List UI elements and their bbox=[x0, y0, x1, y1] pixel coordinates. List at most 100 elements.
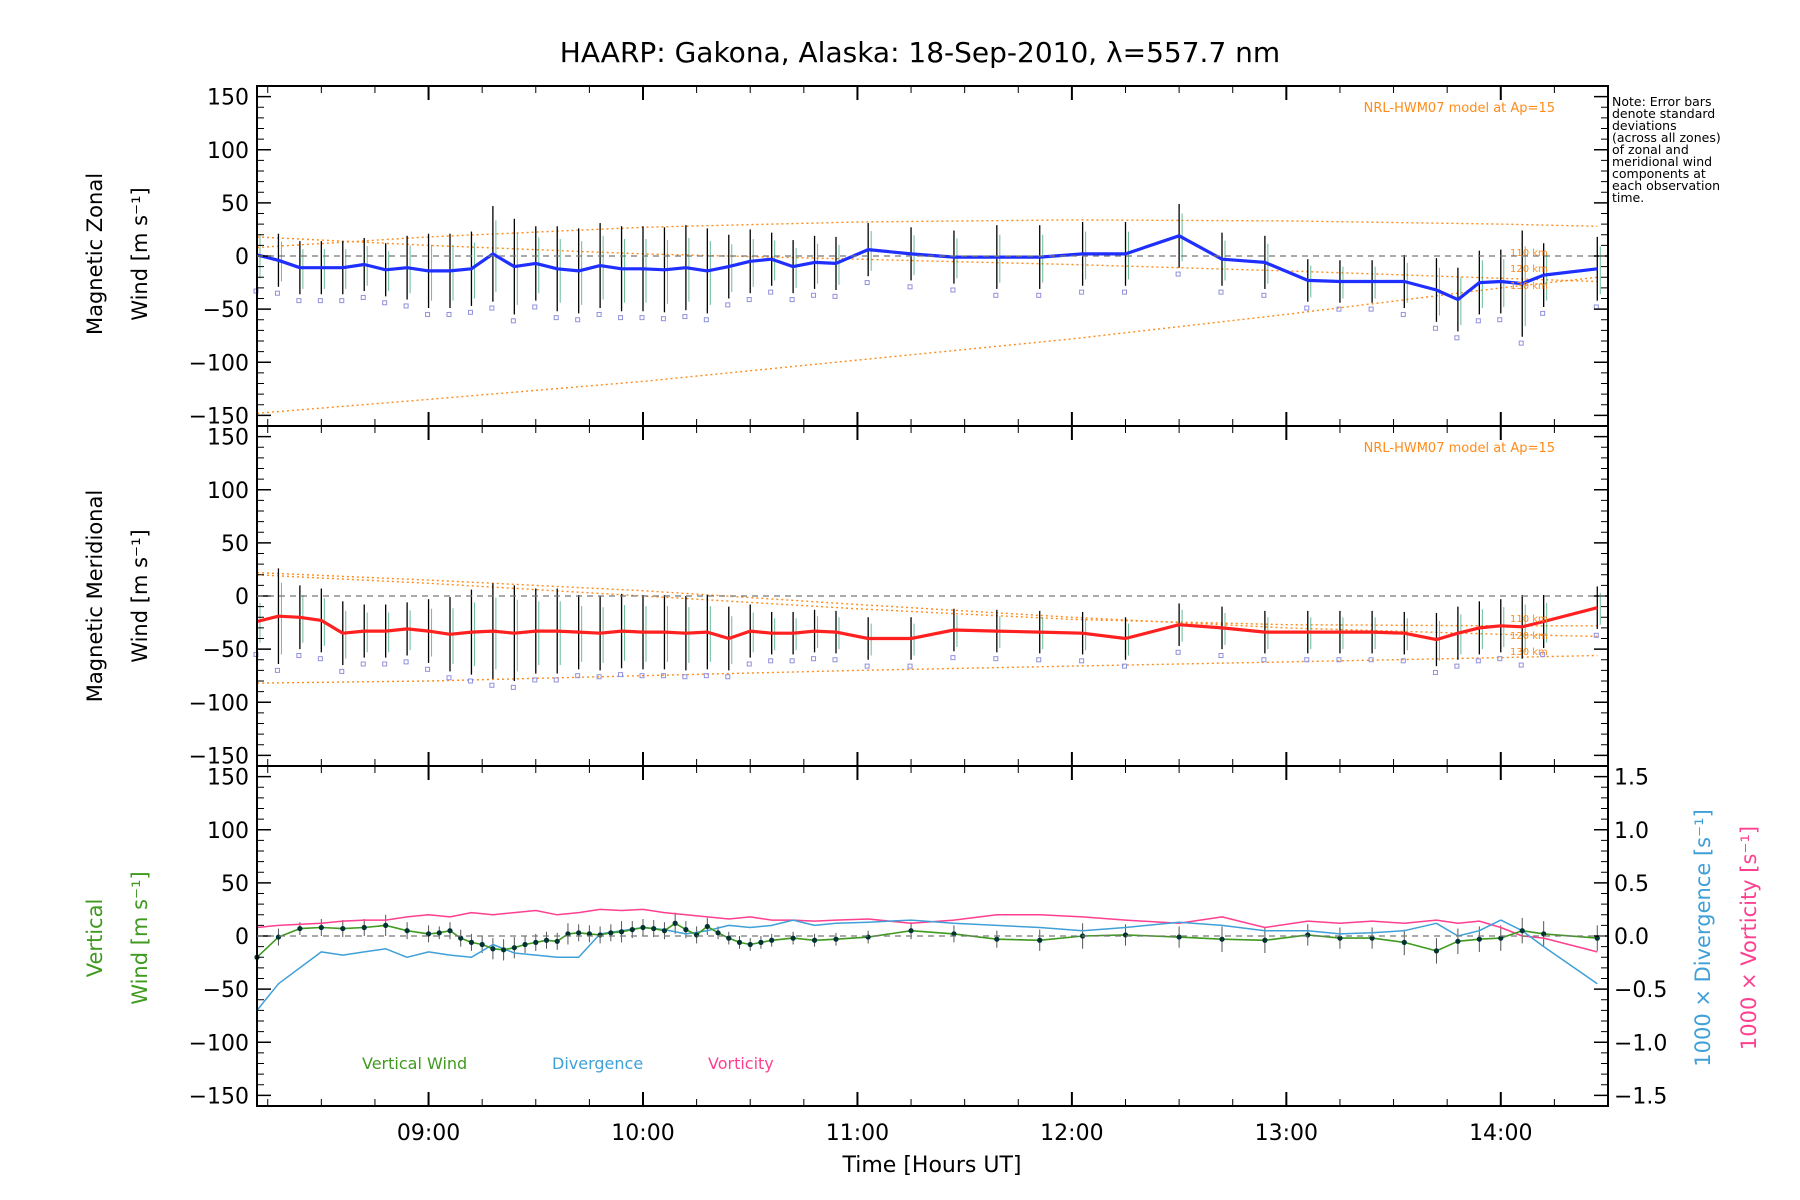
divergence-axis-label: 1000 × Divergence [s⁻¹] bbox=[1691, 809, 1715, 1067]
y-tick-label: 100 bbox=[207, 139, 249, 164]
zone-marker bbox=[1079, 658, 1085, 664]
zone-marker bbox=[1336, 306, 1342, 312]
vertical-wind-point bbox=[501, 947, 507, 953]
vertical-wind-point bbox=[1305, 932, 1311, 938]
vertical-wind-point bbox=[640, 924, 646, 931]
zone-marker bbox=[1122, 289, 1127, 295]
error-bar-note: Note: Error bars denote standard deviati… bbox=[1612, 95, 1782, 205]
vertical-wind-point bbox=[340, 925, 346, 932]
zone-marker bbox=[510, 684, 516, 690]
zone-marker bbox=[1432, 670, 1438, 675]
vertical-wind-line bbox=[256, 922, 1598, 958]
zonal-altitude-label-130: 130 km bbox=[1510, 281, 1548, 292]
vertical-wind-point bbox=[683, 927, 689, 933]
vertical-wind-point bbox=[726, 935, 732, 941]
vertical-wind-point bbox=[951, 931, 957, 937]
zone-marker bbox=[553, 677, 559, 683]
vertical-y-ticks: 150 100 50 0 −50 −100 −150 bbox=[189, 765, 271, 1109]
vertical-wind-point bbox=[694, 932, 700, 938]
vertical-wind-point bbox=[522, 941, 528, 948]
vertical-wind-point bbox=[865, 934, 871, 940]
y2-tick-label: 1.0 bbox=[1614, 819, 1649, 844]
note-line: time. bbox=[1612, 190, 1645, 205]
zone-marker bbox=[467, 678, 473, 684]
zone-marker bbox=[1475, 658, 1481, 664]
zone-marker bbox=[403, 303, 409, 309]
vertical-wind-point bbox=[425, 931, 432, 937]
zone-marker bbox=[1400, 658, 1406, 664]
zone-marker bbox=[682, 674, 688, 680]
zone-marker bbox=[317, 298, 323, 304]
zone-marker bbox=[1454, 335, 1460, 341]
vertical-wind-point bbox=[597, 932, 603, 938]
vertical-wind-point bbox=[1337, 935, 1343, 941]
note-line: (across all zones) bbox=[1612, 130, 1721, 145]
y2-tick-label: −1.0 bbox=[1614, 1031, 1667, 1056]
vertical-wind-point bbox=[383, 922, 389, 928]
y-tick-label: 150 bbox=[207, 86, 249, 111]
zone-marker bbox=[446, 311, 452, 317]
model-curve-110km bbox=[256, 574, 1598, 627]
zone-marker bbox=[1036, 657, 1042, 663]
vertical-wind-point bbox=[1401, 939, 1407, 945]
legend-divergence: Divergence bbox=[552, 1054, 643, 1073]
zone-marker bbox=[768, 289, 774, 295]
zone-marker bbox=[811, 656, 817, 662]
zone-marker bbox=[618, 315, 624, 321]
vertical-wind-point bbox=[1122, 932, 1129, 938]
zone-marker bbox=[1400, 311, 1406, 317]
x-tick-label: 14:00 bbox=[1469, 1121, 1532, 1146]
panel-meridional: 150 100 50 0 −50 −100 −150 NRL-HWM07 model at … bbox=[83, 425, 1608, 769]
zone-marker bbox=[1261, 292, 1267, 298]
zone-marker bbox=[789, 658, 795, 664]
zone-marker bbox=[1079, 289, 1085, 295]
vertical-wind-point bbox=[618, 929, 625, 935]
zone-marker bbox=[1497, 317, 1503, 323]
zone-marker bbox=[1368, 657, 1374, 663]
vertical-wind-point bbox=[458, 935, 464, 941]
zone-marker bbox=[339, 298, 345, 304]
zone-marker bbox=[1218, 289, 1224, 295]
zone-marker bbox=[425, 311, 431, 317]
zonal-altitude-label-110: 110 km bbox=[1510, 248, 1548, 259]
vertical-wind-point bbox=[672, 920, 678, 926]
meridional-altitude-label-130: 130 km bbox=[1510, 647, 1548, 658]
zone-marker bbox=[639, 315, 645, 321]
vertical-wind-point bbox=[758, 939, 764, 945]
vertical-wind-point bbox=[1476, 936, 1482, 942]
vertical-wind-point bbox=[736, 939, 743, 945]
y-tick-label: 0 bbox=[235, 245, 249, 270]
y-tick-label: 100 bbox=[207, 479, 249, 504]
vertical-wind-point bbox=[586, 931, 592, 937]
zonal-model-label: NRL-HWM07 model at Ap=15 bbox=[1364, 101, 1555, 116]
vertical-wind-point bbox=[1433, 948, 1440, 954]
zone-marker bbox=[1518, 662, 1524, 668]
vertical-wind-point bbox=[1037, 937, 1043, 943]
x-tick-label: 13:00 bbox=[1255, 1121, 1318, 1146]
y2-tick-label: −0.5 bbox=[1614, 978, 1667, 1003]
zone-marker bbox=[746, 297, 752, 303]
meridional-y-ticks: 150 100 50 0 −50 −100 −150 bbox=[189, 425, 1608, 769]
vertical-wind-point bbox=[511, 945, 517, 951]
zone-marker bbox=[296, 653, 302, 658]
vertical-wind-point bbox=[1541, 931, 1547, 937]
y-tick-label: 0 bbox=[235, 925, 249, 950]
meridional-altitude-label-110: 110 km bbox=[1510, 614, 1548, 625]
meridional-ylabel-line2: Wind [m s⁻¹] bbox=[128, 529, 152, 662]
zone-marker bbox=[725, 674, 731, 680]
zone-marker bbox=[1368, 306, 1374, 312]
vertical-wind-point bbox=[436, 930, 442, 936]
panel-zonal: 150 100 50 0 −50 −100 −150 NRL-HWM07 model at … bbox=[83, 85, 1608, 429]
y2-tick-label: −1.5 bbox=[1614, 1084, 1667, 1109]
zone-marker bbox=[1432, 325, 1438, 331]
zone-marker bbox=[660, 673, 666, 679]
model-curve-120km bbox=[256, 236, 1598, 283]
zone-marker bbox=[446, 675, 452, 681]
zonal-wind-line bbox=[256, 234, 1598, 302]
zone-marker bbox=[1475, 318, 1481, 324]
vertical-wind-point bbox=[297, 925, 303, 932]
zone-marker bbox=[296, 298, 302, 304]
vertical-wind-point bbox=[479, 941, 485, 948]
zone-marker bbox=[832, 657, 838, 663]
zone-marker bbox=[382, 661, 388, 667]
